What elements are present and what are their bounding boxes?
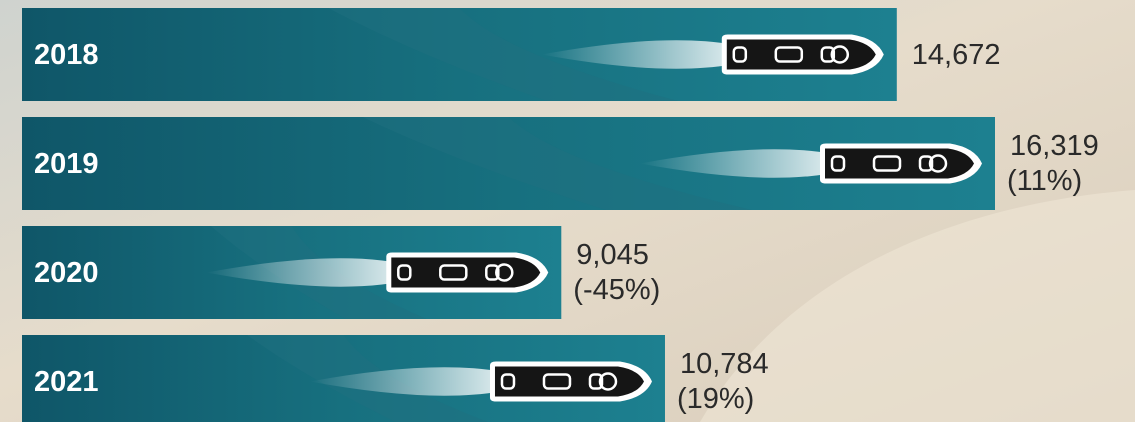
- boat-detail: [928, 154, 948, 173]
- category-label: 2018: [34, 39, 99, 71]
- bar-group: [22, 335, 665, 422]
- category-label: 2021: [34, 366, 99, 398]
- bar-group: [22, 8, 897, 101]
- change-label: (-45%): [573, 274, 660, 306]
- value-label: 16,319: [1010, 130, 1099, 162]
- wake: [206, 258, 397, 287]
- boat-cabin: [872, 155, 902, 172]
- value-label: 10,784: [680, 348, 769, 380]
- category-label: 2019: [34, 148, 99, 180]
- boat-cabin: [542, 373, 572, 390]
- bar-wave: [328, 8, 679, 101]
- boat-detail: [598, 372, 618, 391]
- boat-cabin: [732, 46, 748, 63]
- wake: [309, 367, 500, 396]
- boat-detail: [495, 263, 514, 282]
- value-label: 9,045: [576, 239, 649, 271]
- boat-cabin: [918, 155, 934, 172]
- bar-group: [22, 117, 995, 210]
- boat-cabin: [397, 264, 412, 281]
- change-label: (11%): [1007, 165, 1082, 197]
- boat-cabin: [500, 373, 516, 390]
- boat-cabin: [588, 373, 604, 390]
- change-label: (19%): [677, 383, 754, 415]
- value-label: 14,672: [912, 39, 1001, 71]
- category-label: 2020: [34, 257, 99, 289]
- bar-group: [22, 226, 562, 319]
- boat-cabin: [439, 264, 468, 281]
- boat-detail: [830, 45, 850, 64]
- bar-wave: [362, 117, 752, 210]
- boat-cabin: [774, 46, 804, 63]
- wake: [640, 149, 830, 178]
- boat-cabin: [485, 264, 500, 281]
- boat-cabin: [830, 155, 846, 172]
- boat-cabin: [820, 46, 836, 63]
- wake: [541, 40, 732, 69]
- background-cloud: [700, 190, 1135, 422]
